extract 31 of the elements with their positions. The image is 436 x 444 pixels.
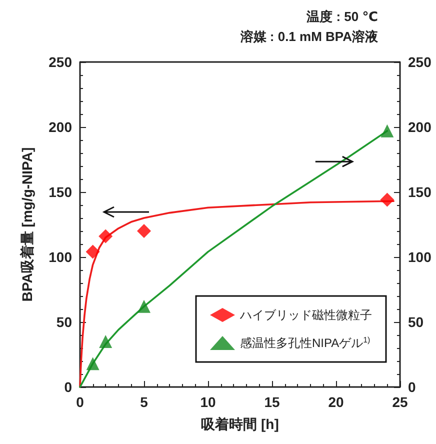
y-axis-title: BPA吸着量 [mg/g-NIPA] — [19, 147, 35, 302]
y2-tick-label: 250 — [408, 54, 432, 70]
point — [380, 192, 394, 207]
legend-label: ハイブリッド磁性微粒子 — [239, 308, 372, 322]
y2-tick-label: 100 — [408, 249, 432, 265]
y-tick-label: 50 — [56, 314, 72, 330]
y2-tick-label: 50 — [408, 314, 424, 330]
x-tick-label: 15 — [264, 394, 280, 410]
text: 溶媒 : 0.1 mM BPA溶液 — [239, 29, 379, 44]
point — [138, 300, 150, 313]
x-tick-label: 25 — [392, 394, 408, 410]
y-tick-label: 150 — [48, 184, 72, 200]
y2-tick-label: 200 — [408, 119, 432, 135]
y2-tick-label: 150 — [408, 184, 432, 200]
point — [98, 229, 113, 244]
y-tick-label: 200 — [48, 119, 72, 135]
point — [86, 357, 100, 370]
point — [99, 335, 112, 348]
y-tick-label: 0 — [64, 379, 72, 395]
point — [380, 124, 394, 138]
text: 温度 : 50 ℃ — [306, 9, 378, 24]
y-tick-label: 250 — [48, 54, 72, 70]
point — [86, 244, 100, 259]
x-tick-label: 0 — [76, 394, 84, 410]
y-tick-label: 100 — [48, 249, 72, 265]
x-tick-label: 10 — [200, 394, 216, 410]
x-axis-title: 吸着時間 [h] — [201, 416, 279, 432]
x-tick-label: 5 — [140, 394, 148, 410]
point — [137, 224, 151, 238]
x-tick-label: 20 — [328, 394, 344, 410]
y2-tick-label: 0 — [408, 379, 416, 395]
